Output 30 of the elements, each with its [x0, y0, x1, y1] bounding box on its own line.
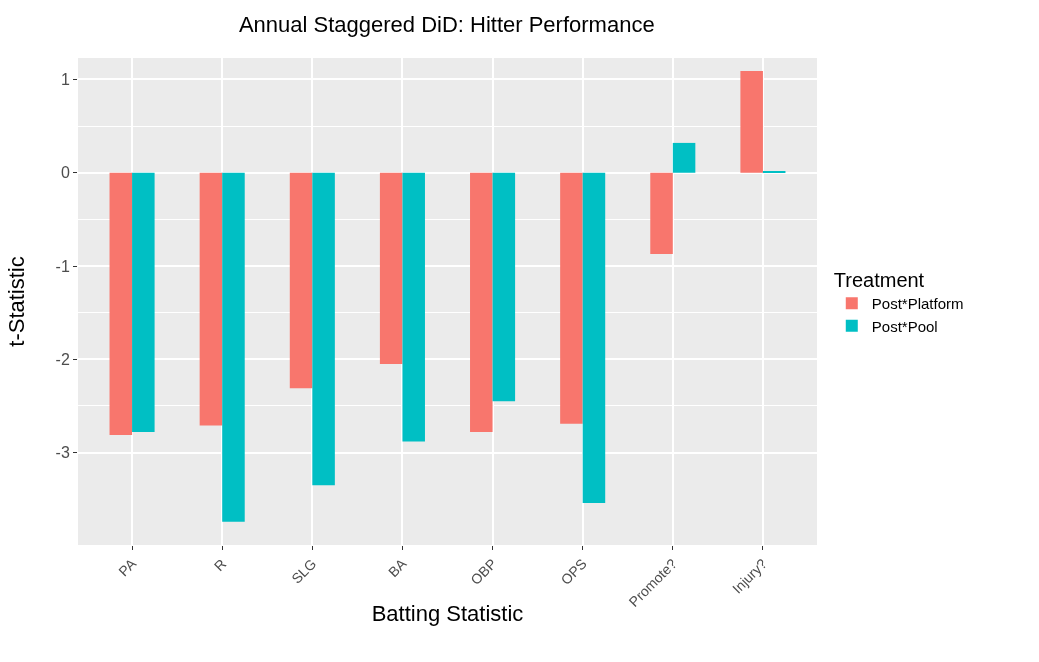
bar: [672, 142, 696, 173]
bar: [740, 71, 763, 173]
bar: [132, 172, 155, 433]
bar: [109, 172, 133, 435]
y-tick-label: 0: [60, 164, 70, 182]
bar: [402, 172, 425, 442]
y-tick-label: 1: [60, 71, 70, 89]
bar: [470, 172, 493, 433]
bar: [199, 172, 223, 426]
x-tick-label: PA: [115, 555, 140, 580]
bar: [650, 172, 673, 254]
bar: [379, 172, 403, 365]
x-axis-title: Batting Statistic: [371, 601, 524, 626]
bar: [492, 172, 516, 402]
bar: [312, 172, 335, 486]
x-tick-label: SLG: [288, 555, 320, 587]
y-tick-label: -2: [55, 350, 70, 368]
bar: [222, 172, 245, 522]
bar: [289, 172, 313, 389]
y-tick-label: -1: [55, 257, 70, 275]
bar: [560, 172, 583, 424]
chart-title: Annual Staggered DiD: Hitter Performance: [238, 11, 655, 37]
x-tick-label: R: [210, 555, 230, 575]
x-tick-label: BA: [384, 555, 410, 581]
legend-label: Post*Pool: [871, 317, 938, 335]
legend-label: Post*Platform: [871, 295, 964, 313]
y-axis-title: t-Statistic: [4, 256, 29, 347]
legend-title: Treatment: [833, 269, 925, 291]
bar: [582, 172, 606, 504]
y-tick-label: -3: [55, 444, 70, 462]
